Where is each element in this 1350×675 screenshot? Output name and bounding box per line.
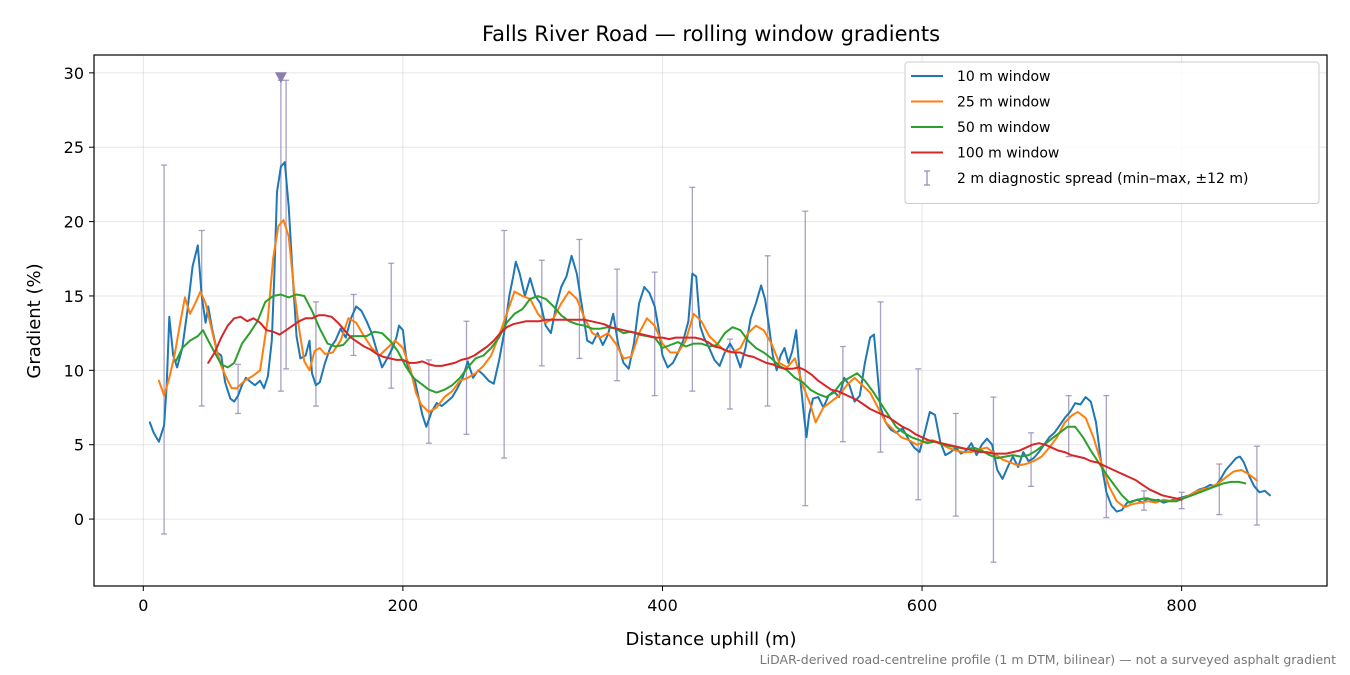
y-tick-label: 5: [74, 436, 84, 455]
errorbar: [501, 229, 508, 459]
series-line: [207, 314, 1183, 501]
footnote: LiDAR-derived road-centreline profile (1…: [760, 652, 1336, 667]
legend-item: 100 m window: [911, 146, 1059, 162]
legend-label: 25 m window: [957, 95, 1050, 111]
legend-item: 50 m window: [911, 120, 1050, 136]
x-tick-label: 200: [388, 596, 419, 615]
series-line: [148, 161, 1271, 513]
x-axis-label: Distance uphill (m): [626, 629, 797, 650]
x-tick-label: 0: [138, 596, 148, 615]
errorbar: [161, 164, 168, 535]
legend-label: 50 m window: [957, 120, 1050, 136]
errorbar: [952, 412, 959, 517]
legend: 10 m window 25 m window 50 m window 100 m w…: [904, 61, 1320, 204]
y-tick-label: 15: [64, 287, 84, 306]
y-tick-label: 25: [64, 138, 84, 157]
legend-item: 2 m diagnostic spread (min–max, ±12 m): [924, 170, 1248, 187]
errorbar: [350, 293, 357, 357]
errorbar: [915, 368, 922, 501]
errorbar: [689, 186, 696, 392]
series-line: [157, 219, 1258, 509]
y-axis-label: Gradient (%): [24, 263, 45, 378]
axes-frame: [93, 54, 1328, 587]
x-tick-label: 800: [1166, 596, 1197, 615]
errorbar: [614, 268, 621, 382]
y-tick-label: 10: [64, 361, 84, 380]
errorbar: [198, 229, 205, 407]
chart-title: Falls River Road — rolling window gradie…: [482, 22, 940, 46]
errorbar: [1216, 463, 1223, 516]
errorbar: [283, 79, 290, 370]
errorbar: [1103, 394, 1110, 519]
errorbar: [877, 301, 884, 453]
errorbar: [235, 363, 242, 415]
y-tick-label: 20: [64, 213, 84, 232]
legend-item: 25 m window: [911, 95, 1050, 111]
y-tick-label: 0: [74, 510, 84, 529]
clip-marker: [274, 72, 287, 84]
axis-ticks: 0 200 400 600 800 0 5 10 15 20 25 30: [64, 64, 1197, 615]
errorbar: [576, 238, 583, 360]
errorbar: [802, 210, 809, 507]
plot-area: [148, 72, 1271, 563]
legend-label: 100 m window: [957, 146, 1059, 162]
x-tick-label: 400: [647, 596, 678, 615]
errorbar: [1253, 445, 1260, 526]
errorbar: [990, 396, 997, 563]
legend-label: 2 m diagnostic spread (min–max, ±12 m): [957, 171, 1248, 187]
y-tick-label: 30: [64, 64, 84, 83]
errorbar: [764, 255, 771, 407]
legend-item: 10 m window: [911, 69, 1050, 85]
series-group: [148, 72, 1271, 563]
series-line: [174, 293, 1247, 504]
errorbar: [651, 271, 658, 397]
legend-box: [904, 61, 1320, 204]
errorbar: [425, 359, 432, 444]
errorbar: [388, 262, 395, 389]
legend-label: 10 m window: [957, 69, 1050, 85]
x-tick-label: 600: [907, 596, 938, 615]
